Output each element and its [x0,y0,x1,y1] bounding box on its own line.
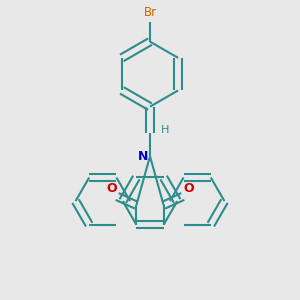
Text: O: O [183,182,194,195]
Text: H: H [161,125,169,135]
Text: N: N [138,150,148,163]
Text: O: O [106,182,117,195]
Text: Br: Br [143,6,157,19]
